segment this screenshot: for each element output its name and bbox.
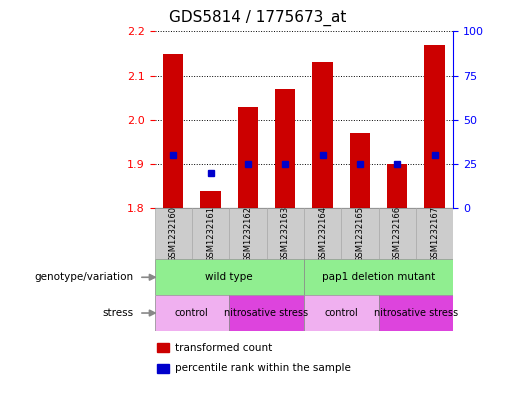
Text: wild type: wild type (205, 272, 253, 282)
Bar (229, 295, 304, 331)
Bar (163, 53, 183, 208)
Bar (387, 164, 407, 208)
Bar (341, 208, 379, 259)
Text: GSM1232164: GSM1232164 (318, 206, 327, 262)
Bar (200, 191, 221, 208)
Bar (350, 133, 370, 208)
Bar (158, 364, 169, 373)
Bar (158, 343, 169, 353)
Bar (229, 208, 267, 259)
Bar (379, 295, 453, 331)
Text: genotype/variation: genotype/variation (35, 272, 134, 282)
Bar (154, 208, 192, 259)
Text: GSM1232165: GSM1232165 (355, 206, 364, 262)
Bar (275, 89, 296, 208)
Bar (267, 208, 304, 259)
Bar (416, 208, 453, 259)
Text: transformed count: transformed count (176, 343, 272, 353)
Text: GSM1232167: GSM1232167 (430, 206, 439, 262)
Text: pap1 deletion mutant: pap1 deletion mutant (322, 272, 435, 282)
Bar (237, 107, 258, 208)
Text: nitrosative stress: nitrosative stress (225, 308, 308, 318)
Text: control: control (324, 308, 358, 318)
Text: GSM1232163: GSM1232163 (281, 206, 289, 262)
Text: GSM1232162: GSM1232162 (244, 206, 252, 262)
Bar (154, 295, 229, 331)
Bar (379, 208, 416, 259)
Text: GSM1232161: GSM1232161 (206, 206, 215, 262)
Text: control: control (175, 308, 209, 318)
Text: GSM1232166: GSM1232166 (393, 206, 402, 262)
Bar (312, 62, 333, 208)
Bar (304, 295, 379, 331)
Bar (304, 208, 341, 259)
Text: nitrosative stress: nitrosative stress (374, 308, 458, 318)
Text: stress: stress (103, 308, 134, 318)
Bar (304, 259, 453, 295)
Text: GSM1232160: GSM1232160 (169, 206, 178, 262)
Text: percentile rank within the sample: percentile rank within the sample (176, 363, 351, 373)
Bar (424, 45, 445, 208)
Bar (192, 208, 229, 259)
Text: GDS5814 / 1775673_at: GDS5814 / 1775673_at (169, 10, 346, 26)
Bar (154, 259, 304, 295)
